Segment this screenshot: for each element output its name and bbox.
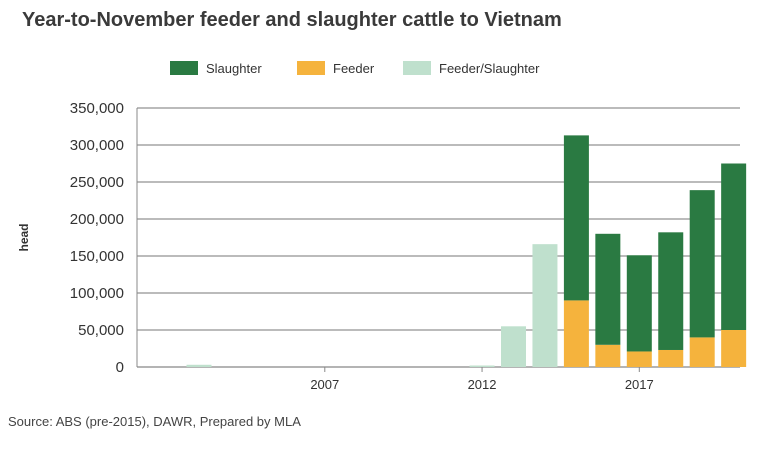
y-axis-label: head [17,223,31,251]
bar-feeder-2020 [721,330,747,367]
bar-feeder-slaughter-2012 [469,365,495,367]
y-tick-label-50000: 50,000 [78,322,124,339]
x-tick-label-2007: 2007 [310,377,339,392]
bar-feeder-2018 [658,349,684,367]
bar-feeder-2019 [689,337,715,367]
legend-item-slaughter: Slaughter [170,58,262,78]
legend-item-feeder-slaughter: Feeder/Slaughter [403,58,539,78]
bar-feeder-2017 [626,351,652,367]
bar-feeder-slaughter-2003 [186,364,212,367]
bar-feeder-slaughter-2014 [532,244,558,367]
bar-feeder-2016 [595,344,621,367]
bar-slaughter-2019 [689,190,715,338]
legend: Slaughter Feeder Feeder/Slaughter [0,58,768,78]
bar-slaughter-2020 [721,163,747,330]
bar-feeder-slaughter-2013 [501,326,526,367]
legend-item-feeder: Feeder [297,58,374,78]
legend-label-feeder-slaughter: Feeder/Slaughter [439,60,540,76]
legend-label-slaughter: Slaughter [206,60,262,76]
y-tick-label-350000: 350,000 [70,100,124,117]
y-tick-label-250000: 250,000 [70,174,124,191]
x-tick-label-2017: 2017 [625,377,654,392]
bar-feeder-2015 [563,300,589,367]
bar-slaughter-2018 [658,232,684,350]
x-tick-label-2012: 2012 [468,377,497,392]
legend-swatch-slaughter [170,61,198,75]
chart-title: Year-to-November feeder and slaughter ca… [22,9,562,31]
y-tick-label-300000: 300,000 [70,137,124,154]
legend-swatch-feeder [297,61,325,75]
bar-slaughter-2015 [563,135,589,301]
y-tick-label-100000: 100,000 [70,285,124,302]
source-note: Source: ABS (pre-2015), DAWR, Prepared b… [8,414,301,429]
y-tick-label-150000: 150,000 [70,248,124,265]
legend-swatch-feeder-slaughter [403,61,431,75]
y-tick-label-0: 0 [116,359,124,376]
bar-slaughter-2017 [626,255,652,352]
bar-slaughter-2016 [595,233,621,345]
y-tick-label-200000: 200,000 [70,211,124,228]
legend-label-feeder: Feeder [333,60,375,76]
